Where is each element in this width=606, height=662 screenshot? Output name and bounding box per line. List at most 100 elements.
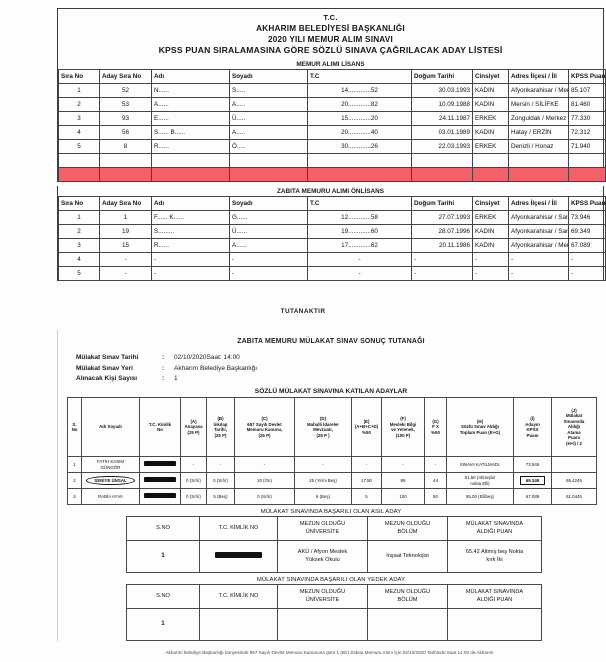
table-row: 4 - - - - - - - - <box>58 252 606 267</box>
header-line-municipality: AKHARIM BELEDİYESİ BAŞKANLIĞI <box>256 24 405 34</box>
table1-col-kpss-puani: KPSS Puanı <box>568 68 606 84</box>
detail-col-c-657: (C) 657 Sayılı Devlet Memuru Kanunu, (25… <box>234 397 295 457</box>
cell-redacted <box>508 166 569 182</box>
cell-cinsiyet: KADIN <box>472 82 509 98</box>
cell-atama-puani: 65.4245 <box>551 472 597 489</box>
cell-empty <box>411 152 473 168</box>
table1-col-soyadi: Soyadı <box>229 68 308 84</box>
cell-atama-puani: 61.0445 <box>551 488 597 505</box>
table-row: 1 <box>126 608 542 641</box>
table-row-redacted-highlight <box>58 166 606 182</box>
detail-col-h-sozlu: (H) Sözlü Sınav Aldığı Toplam Puan (E+G) <box>446 397 514 457</box>
detail-col-d-mahalli: (D) Mahalli İdareler Mevzuatı, (25 P ) <box>294 397 352 457</box>
yedek-col-bolum: MEZUN OLDUĞU BÖLÜM <box>367 584 448 609</box>
cell-score-f: - <box>381 456 425 473</box>
cell-soyadi: A..... <box>229 124 308 140</box>
cell-puan: 65.42 Altmış beş Nokta kırk İki <box>447 540 542 573</box>
footer-note: Akharım belediye Başkanlığı bünyesinde 6… <box>165 650 494 655</box>
cell-adres: Afyonkarahisar / Sandıklı <box>508 210 569 225</box>
cell-score-h: 61,50 (Altmışbir nokta Elli) <box>446 472 514 489</box>
mulakat-record-sheet: ZABITA MEMURU MÜLAKAT SINAV SONUÇ TUTANA… <box>57 330 604 641</box>
cell-kpss-puani: 69.349 <box>568 224 606 239</box>
cell-adres: Afyonkarahisar / Merkez <box>508 238 569 253</box>
cell-s-no: 3 <box>67 488 82 505</box>
asil-aday-caption: MÜLAKAT SINAVINDA BAŞARILI OLAN ASIL ADA… <box>260 509 402 515</box>
cell-s-no: 1 <box>126 608 200 641</box>
detail-col-e-toplam: (E) (A+B+C+D) %50 <box>351 397 382 457</box>
cell-score-d: 5 (Beş) <box>294 488 352 505</box>
cell-score-f: 100 <box>381 488 425 505</box>
record-title: ZABITA MEMURU MÜLAKAT SINAV SONUÇ TUTANA… <box>237 338 425 345</box>
table-row: 3 15 R...... A...... 17.............62 2… <box>58 238 606 253</box>
cell-adres: Mersin / SİLİFKE <box>508 96 569 112</box>
cell-tc-empty <box>199 608 278 641</box>
cell-tc: 30.............26 <box>307 138 412 154</box>
meta-colon: : <box>162 364 165 372</box>
table1-col-aday-sira-no: Aday Sıra No <box>99 68 152 84</box>
cell-score-e: 5 <box>351 488 382 505</box>
cell-dogum-tarihi: 24.11.1987 <box>411 110 473 126</box>
cell-redacted <box>99 166 152 182</box>
cell-cinsiyet: ERKEK <box>472 110 509 126</box>
cell-kpss-puani: - <box>568 252 606 267</box>
table1-col-adres: Adres İlçesi / İli <box>508 68 569 84</box>
table2-header-row: Sıra No Aday Sıra No Adı Soyadı T.C Doğu… <box>58 196 606 211</box>
cell-score-b: 0 (Sıfır) <box>206 472 235 489</box>
meta-value-exam-place: Akharım Belediye Başkanlığı <box>174 364 258 372</box>
cell-aday-sira-no: 1 <box>99 210 152 225</box>
table-row: 1 52 N...... S..... 14.............52 30… <box>58 82 606 98</box>
cell-adi: F...... K...... <box>151 210 230 225</box>
cell-adi: A...... <box>151 96 230 112</box>
cell-kpss-puani: 77.330 <box>568 110 606 126</box>
cell-adi: S......... <box>151 224 230 239</box>
table2-col-sira-no: Sıra No <box>58 196 100 211</box>
cell-aday-sira-no: 56 <box>99 124 152 140</box>
meta-colon: : <box>162 375 165 382</box>
cell-dogum-tarihi: - <box>411 252 473 267</box>
cell-adres: Denizli / Honaz <box>508 138 569 154</box>
table1-col-tc: T.C <box>307 68 412 84</box>
detail-col-f-mesleki: (F) Mesleki Bilgi ve Yetenek, (100 P) <box>381 397 425 457</box>
asil-col-bolum: MEZUN OLDUĞU BÖLÜM <box>367 516 448 541</box>
cell-bolum-empty <box>367 608 448 641</box>
cell-sira-no: 3 <box>58 110 100 126</box>
detail-col-s-no: S. No <box>67 397 82 457</box>
cell-sira-no: 2 <box>58 96 100 112</box>
memur-alimi-lisans-table: Sıra No Aday Sıra No Adı Soyadı T.C Doğu… <box>58 68 606 182</box>
cell-soyadi: Ü...... <box>229 224 308 239</box>
asil-col-tc-kimlik: T.C. KİMLİK NO <box>199 516 278 541</box>
cell-adres: - <box>508 266 569 281</box>
cell-dogum-tarihi: 20.11.1986 <box>411 238 473 253</box>
detail-table-caption: SÖZLÜ MÜLAKAT SINAVINA KATILAN ADAYLAR <box>254 388 408 395</box>
cell-aday-sira-no: 53 <box>99 96 152 112</box>
cell-soyadi: A..... <box>229 96 308 112</box>
cell-aday-sira-no: 15 <box>99 238 152 253</box>
meta-value-exam-time: Saat: 14:00 <box>206 354 240 361</box>
cell-soyadi: Ü..... <box>229 110 308 126</box>
cell-adres: Afyonkarahisar / Sandıklı <box>508 224 569 239</box>
cell-cinsiyet: ERKEK <box>472 138 509 154</box>
detail-col-a-anayasa: (A) Anayasa (25 P) <box>180 397 207 457</box>
cell-empty <box>568 152 606 168</box>
cell-aday-sira-no: - <box>99 252 152 267</box>
cell-score-c: 0 (Sıfır) <box>234 488 295 505</box>
document-header: T.C. AKHARIM BELEDİYESİ BAŞKANLIĞI 2020 … <box>58 9 603 59</box>
cell-score-a: 0 (Sıfır) <box>180 472 207 489</box>
cell-score-c: 10 (On) <box>234 472 295 489</box>
record-meta-block: Mülakat Sınav Tarihi : 02/10/2020 Saat: … <box>76 354 604 382</box>
cell-redacted <box>472 166 509 182</box>
cell-aday-sira-no: 8 <box>99 138 152 154</box>
cell-soyadi: Ö..... <box>229 138 308 154</box>
meta-label-exam-place: Mülakat Sınav Yeri <box>76 364 133 372</box>
table2-col-adi: Adı <box>151 196 230 211</box>
cell-redacted <box>229 166 308 182</box>
table2-col-tc: T.C <box>307 196 412 211</box>
table2-col-cinsiyet: Cinsiyet <box>472 196 509 211</box>
cell-kpss-puani: 71.940 <box>568 138 606 154</box>
cell-dogum-tarihi: 30.03.1993 <box>411 82 473 98</box>
cell-kpss-puani: 73.946 <box>568 210 606 225</box>
cell-score-b: - <box>206 456 235 473</box>
cell-cinsiyet: KADIN <box>472 124 509 140</box>
yedek-col-tc-kimlik: T.C. KİMLİK NO <box>199 584 278 609</box>
